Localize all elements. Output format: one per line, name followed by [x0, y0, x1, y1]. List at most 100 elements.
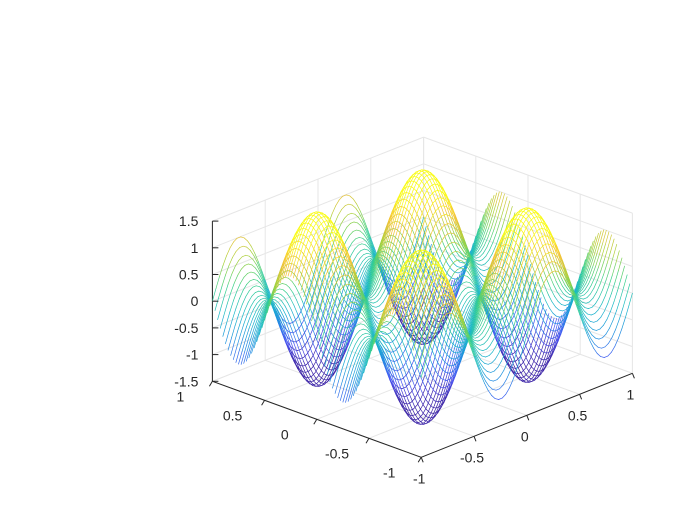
surface-segment	[399, 368, 404, 379]
surface-segment	[410, 203, 415, 209]
surface-segment	[417, 327, 423, 338]
surface-segment	[552, 312, 557, 317]
surface-segment	[423, 188, 429, 196]
surface-segment	[282, 289, 288, 294]
surface-segment	[430, 225, 436, 234]
surface-segment	[422, 296, 427, 307]
surface-segment	[369, 265, 375, 279]
surface-segment	[328, 287, 333, 298]
surface-segment	[444, 283, 449, 294]
surface-segment	[366, 261, 371, 269]
surface-segment	[353, 282, 358, 290]
surface-segment	[480, 343, 485, 346]
surface-segment	[323, 365, 328, 375]
surface-segment	[467, 271, 472, 278]
surface-segment	[518, 235, 523, 246]
surface-segment	[537, 370, 543, 377]
surface-segment	[416, 172, 421, 175]
surface-segment	[336, 345, 341, 358]
surface-segment	[445, 192, 450, 201]
surface-segment	[383, 346, 389, 355]
surface-segment	[320, 360, 325, 367]
surface-segment	[368, 326, 373, 334]
surface-segment	[481, 308, 486, 319]
surface-segment	[324, 284, 329, 295]
surface-segment	[342, 322, 348, 336]
surface-segment	[348, 203, 353, 206]
surface-segment	[355, 378, 360, 392]
surface-segment	[429, 219, 434, 230]
surface-segment	[479, 362, 485, 369]
surface-segment	[456, 316, 461, 323]
surface-segment	[583, 258, 588, 272]
surface-segment	[276, 269, 281, 282]
surface-segment	[431, 305, 436, 312]
surface-segment	[325, 375, 330, 382]
surface-segment	[435, 406, 440, 409]
surface-segment	[485, 307, 490, 317]
surface-segment	[505, 356, 510, 366]
surface-segment	[437, 254, 442, 264]
surface-segment	[387, 214, 392, 227]
surface-segment	[575, 297, 581, 307]
surface-segment	[548, 337, 553, 339]
surface-segment	[446, 201, 452, 208]
surface-segment	[513, 228, 518, 239]
surface-segment	[376, 344, 382, 354]
surface-segment	[463, 328, 468, 338]
surface-segment	[441, 322, 446, 332]
surface-segment	[402, 247, 408, 262]
surface-segment	[434, 323, 440, 333]
surface-segment	[445, 206, 451, 211]
surface-segment	[577, 292, 583, 295]
surface-segment	[418, 230, 423, 241]
surface-segment	[386, 287, 391, 297]
surface-segment	[447, 326, 452, 335]
surface-segment	[427, 185, 432, 190]
surface-segment	[539, 223, 545, 233]
surface-segment	[457, 247, 462, 254]
surface-segment	[503, 314, 508, 319]
surface-segment	[334, 239, 339, 241]
surface-segment	[495, 280, 500, 284]
surface-segment	[361, 317, 366, 322]
surface-segment	[234, 260, 240, 267]
surface-segment	[326, 252, 331, 266]
surface-segment	[590, 276, 596, 286]
surface-segment	[424, 385, 429, 394]
surface-segment	[473, 301, 478, 314]
surface-segment	[441, 321, 446, 334]
surface-segment	[306, 360, 311, 365]
surface-segment	[329, 302, 334, 314]
surface-segment	[512, 309, 517, 319]
surface-segment	[320, 325, 325, 338]
surface-segment	[480, 359, 486, 364]
surface-segment	[336, 271, 341, 281]
surface-segment	[564, 284, 569, 291]
surface-segment	[493, 253, 498, 267]
surface-segment	[515, 376, 521, 381]
surface-segment	[508, 268, 513, 282]
surface-segment	[443, 233, 448, 239]
surface-segment	[546, 314, 551, 321]
surface-segment	[413, 278, 418, 292]
surface-segment	[494, 316, 499, 327]
surface-segment	[597, 346, 602, 349]
surface-segment	[379, 337, 384, 342]
surface-segment	[465, 247, 470, 258]
surface-segment	[453, 307, 458, 314]
surface-segment	[413, 358, 418, 369]
surface-segment	[305, 216, 310, 224]
surface-segment	[524, 232, 530, 242]
surface-segment	[477, 244, 483, 252]
surface-segment	[506, 304, 511, 318]
surface-segment	[576, 289, 581, 295]
surface-segment	[579, 283, 584, 291]
surface-segment	[389, 233, 395, 247]
surface-segment	[473, 254, 478, 257]
surface-segment	[596, 316, 602, 322]
surface-segment	[499, 343, 504, 354]
surface-segment	[250, 271, 255, 274]
surface-segment	[533, 309, 538, 323]
surface-segment	[291, 233, 296, 243]
